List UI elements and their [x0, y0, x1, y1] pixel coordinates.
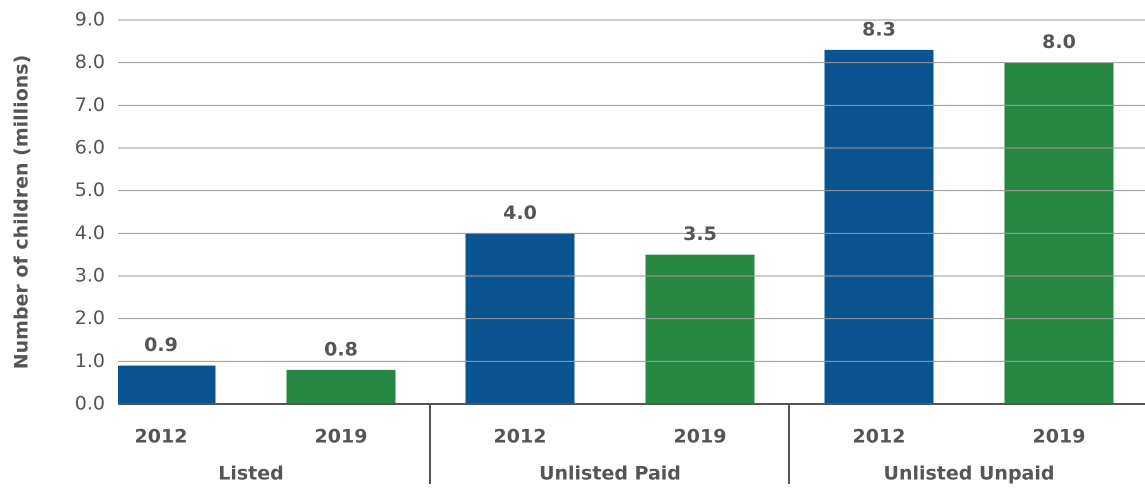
- bar: [118, 365, 216, 404]
- x-tick-label: 2012: [853, 426, 906, 448]
- y-tick-label: 3.0: [75, 265, 105, 287]
- y-tick-label: 6.0: [75, 137, 105, 159]
- value-label: 0.8: [324, 338, 358, 360]
- x-tick-label: 2019: [674, 426, 727, 448]
- x-group-label: Unlisted Unpaid: [884, 463, 1055, 485]
- y-axis-title: Number of children (millions): [11, 55, 33, 370]
- value-label: 0.9: [144, 334, 178, 356]
- value-label: 4.0: [503, 202, 537, 224]
- x-tick-label: 2019: [1033, 426, 1086, 448]
- y-tick-label: 4.0: [75, 222, 105, 244]
- y-tick-label: 5.0: [75, 179, 105, 201]
- bar: [286, 369, 396, 404]
- y-tick-label: 7.0: [75, 94, 105, 116]
- y-tick-label: 0.0: [75, 393, 105, 415]
- bar: [824, 49, 934, 404]
- value-label: 8.0: [1042, 31, 1076, 53]
- x-group-label: Unlisted Paid: [539, 463, 681, 485]
- bar: [645, 254, 755, 404]
- x-tick-label: 2012: [135, 426, 188, 448]
- y-tick-label: 2.0: [75, 307, 105, 329]
- x-tick-label: 2019: [315, 426, 368, 448]
- y-tick-label: 8.0: [75, 51, 105, 73]
- y-tick-label: 1.0: [75, 350, 105, 372]
- x-tick-label: 2012: [494, 426, 547, 448]
- value-label: 3.5: [683, 223, 717, 245]
- plot-area: [118, 49, 1114, 405]
- value-label: 8.3: [862, 18, 896, 40]
- y-tick-label: 9.0: [75, 9, 105, 31]
- x-group-label: Listed: [218, 463, 284, 485]
